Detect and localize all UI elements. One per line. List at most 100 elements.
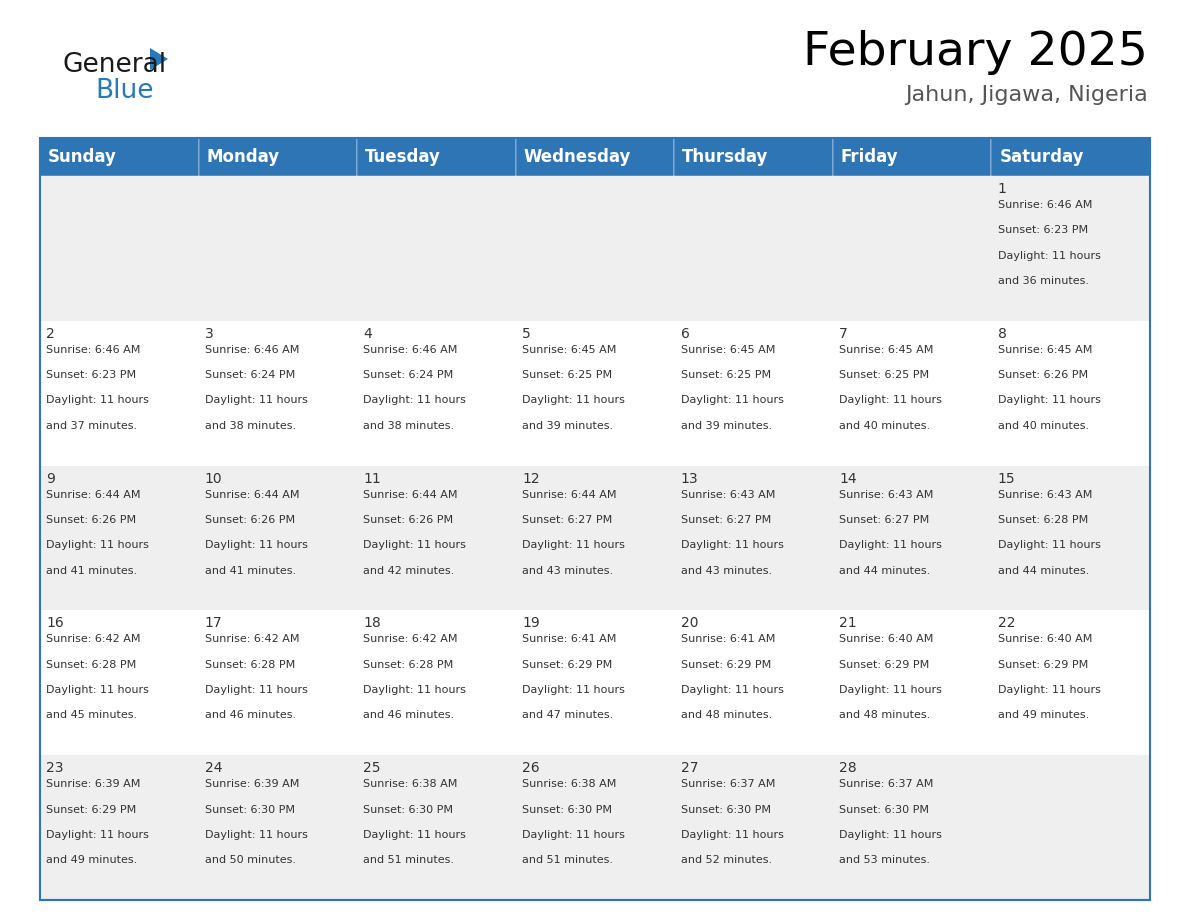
- Text: Sunrise: 6:45 AM: Sunrise: 6:45 AM: [681, 345, 775, 354]
- Bar: [40, 176, 1150, 178]
- Text: and 45 minutes.: and 45 minutes.: [46, 711, 138, 721]
- Text: and 50 minutes.: and 50 minutes.: [204, 856, 296, 866]
- Text: Sunset: 6:30 PM: Sunset: 6:30 PM: [522, 804, 612, 814]
- Text: Daylight: 11 hours: Daylight: 11 hours: [522, 396, 625, 406]
- Bar: [516, 610, 675, 756]
- Text: Sunrise: 6:42 AM: Sunrise: 6:42 AM: [46, 634, 141, 644]
- Text: Sunrise: 6:37 AM: Sunrise: 6:37 AM: [681, 779, 775, 789]
- Text: and 46 minutes.: and 46 minutes.: [364, 711, 455, 721]
- Text: Sunset: 6:26 PM: Sunset: 6:26 PM: [46, 515, 137, 525]
- Text: and 53 minutes.: and 53 minutes.: [839, 856, 930, 866]
- Bar: [833, 756, 992, 900]
- Text: Daylight: 11 hours: Daylight: 11 hours: [998, 251, 1100, 261]
- Text: and 40 minutes.: and 40 minutes.: [998, 420, 1089, 431]
- Text: Sunrise: 6:43 AM: Sunrise: 6:43 AM: [998, 489, 1092, 499]
- Text: Daylight: 11 hours: Daylight: 11 hours: [364, 830, 467, 840]
- Text: 6: 6: [681, 327, 689, 341]
- Text: Sunrise: 6:46 AM: Sunrise: 6:46 AM: [204, 345, 299, 354]
- Text: Sunrise: 6:46 AM: Sunrise: 6:46 AM: [364, 345, 457, 354]
- Text: 17: 17: [204, 616, 222, 631]
- Text: Sunrise: 6:43 AM: Sunrise: 6:43 AM: [681, 489, 775, 499]
- Text: Sunset: 6:29 PM: Sunset: 6:29 PM: [998, 660, 1088, 670]
- Text: Daylight: 11 hours: Daylight: 11 hours: [998, 685, 1100, 695]
- Text: 23: 23: [46, 761, 64, 775]
- Text: Sunset: 6:30 PM: Sunset: 6:30 PM: [839, 804, 929, 814]
- Text: and 43 minutes.: and 43 minutes.: [681, 565, 772, 576]
- Bar: [516, 138, 675, 176]
- Text: Daylight: 11 hours: Daylight: 11 hours: [839, 685, 942, 695]
- Text: Sunset: 6:24 PM: Sunset: 6:24 PM: [204, 370, 295, 380]
- Text: and 51 minutes.: and 51 minutes.: [364, 856, 455, 866]
- Bar: [833, 138, 992, 176]
- Text: Sunrise: 6:44 AM: Sunrise: 6:44 AM: [522, 489, 617, 499]
- Text: Sunrise: 6:44 AM: Sunrise: 6:44 AM: [364, 489, 459, 499]
- Text: 15: 15: [998, 472, 1016, 486]
- Bar: [992, 610, 1150, 756]
- Text: 20: 20: [681, 616, 699, 631]
- Bar: [675, 465, 833, 610]
- Text: 3: 3: [204, 327, 214, 341]
- Text: Sunrise: 6:41 AM: Sunrise: 6:41 AM: [681, 634, 775, 644]
- Text: Sunset: 6:26 PM: Sunset: 6:26 PM: [364, 515, 454, 525]
- Text: Sunrise: 6:37 AM: Sunrise: 6:37 AM: [839, 779, 934, 789]
- Text: and 47 minutes.: and 47 minutes.: [522, 711, 613, 721]
- Text: 24: 24: [204, 761, 222, 775]
- Bar: [358, 176, 516, 320]
- Bar: [992, 756, 1150, 900]
- Text: Sunset: 6:27 PM: Sunset: 6:27 PM: [681, 515, 771, 525]
- Text: 13: 13: [681, 472, 699, 486]
- Text: Sunset: 6:28 PM: Sunset: 6:28 PM: [998, 515, 1088, 525]
- Text: Daylight: 11 hours: Daylight: 11 hours: [522, 541, 625, 550]
- Text: 14: 14: [839, 472, 857, 486]
- Text: Sunrise: 6:46 AM: Sunrise: 6:46 AM: [998, 200, 1092, 210]
- Text: Sunrise: 6:46 AM: Sunrise: 6:46 AM: [46, 345, 140, 354]
- Text: Sunset: 6:27 PM: Sunset: 6:27 PM: [522, 515, 612, 525]
- Bar: [40, 138, 198, 176]
- Text: Daylight: 11 hours: Daylight: 11 hours: [46, 685, 150, 695]
- Text: 26: 26: [522, 761, 539, 775]
- Text: Daylight: 11 hours: Daylight: 11 hours: [46, 396, 150, 406]
- Text: Daylight: 11 hours: Daylight: 11 hours: [681, 541, 784, 550]
- Text: and 44 minutes.: and 44 minutes.: [839, 565, 930, 576]
- Text: Blue: Blue: [95, 78, 153, 104]
- Text: Tuesday: Tuesday: [365, 148, 441, 166]
- Text: and 36 minutes.: and 36 minutes.: [998, 276, 1088, 286]
- Text: Sunset: 6:30 PM: Sunset: 6:30 PM: [204, 804, 295, 814]
- Text: Daylight: 11 hours: Daylight: 11 hours: [522, 830, 625, 840]
- Text: 28: 28: [839, 761, 857, 775]
- Text: 4: 4: [364, 327, 372, 341]
- Bar: [833, 320, 992, 465]
- Text: Daylight: 11 hours: Daylight: 11 hours: [681, 685, 784, 695]
- Text: Wednesday: Wednesday: [524, 148, 631, 166]
- Bar: [198, 320, 358, 465]
- Bar: [40, 465, 1150, 467]
- Text: Sunset: 6:28 PM: Sunset: 6:28 PM: [204, 660, 295, 670]
- Text: Sunset: 6:25 PM: Sunset: 6:25 PM: [839, 370, 929, 380]
- Text: and 38 minutes.: and 38 minutes.: [204, 420, 296, 431]
- Text: Sunrise: 6:39 AM: Sunrise: 6:39 AM: [46, 779, 140, 789]
- Text: 22: 22: [998, 616, 1016, 631]
- Text: 1: 1: [998, 182, 1006, 196]
- Bar: [358, 320, 516, 465]
- Text: Sunset: 6:26 PM: Sunset: 6:26 PM: [998, 370, 1088, 380]
- Text: and 41 minutes.: and 41 minutes.: [46, 565, 138, 576]
- Text: Sunrise: 6:42 AM: Sunrise: 6:42 AM: [204, 634, 299, 644]
- Text: Sunset: 6:28 PM: Sunset: 6:28 PM: [364, 660, 454, 670]
- Bar: [992, 465, 1150, 610]
- Text: 12: 12: [522, 472, 539, 486]
- Text: and 39 minutes.: and 39 minutes.: [681, 420, 772, 431]
- Text: 27: 27: [681, 761, 699, 775]
- Text: Sunset: 6:27 PM: Sunset: 6:27 PM: [839, 515, 929, 525]
- Text: Sunrise: 6:38 AM: Sunrise: 6:38 AM: [364, 779, 457, 789]
- Bar: [40, 756, 198, 900]
- Text: Thursday: Thursday: [682, 148, 769, 166]
- Bar: [675, 756, 833, 900]
- Text: and 44 minutes.: and 44 minutes.: [998, 565, 1089, 576]
- Text: Friday: Friday: [841, 148, 898, 166]
- Text: and 49 minutes.: and 49 minutes.: [46, 856, 138, 866]
- Text: Sunset: 6:29 PM: Sunset: 6:29 PM: [46, 804, 137, 814]
- Text: Sunrise: 6:45 AM: Sunrise: 6:45 AM: [839, 345, 934, 354]
- Text: and 48 minutes.: and 48 minutes.: [681, 711, 772, 721]
- Text: Daylight: 11 hours: Daylight: 11 hours: [364, 541, 467, 550]
- Text: Daylight: 11 hours: Daylight: 11 hours: [522, 685, 625, 695]
